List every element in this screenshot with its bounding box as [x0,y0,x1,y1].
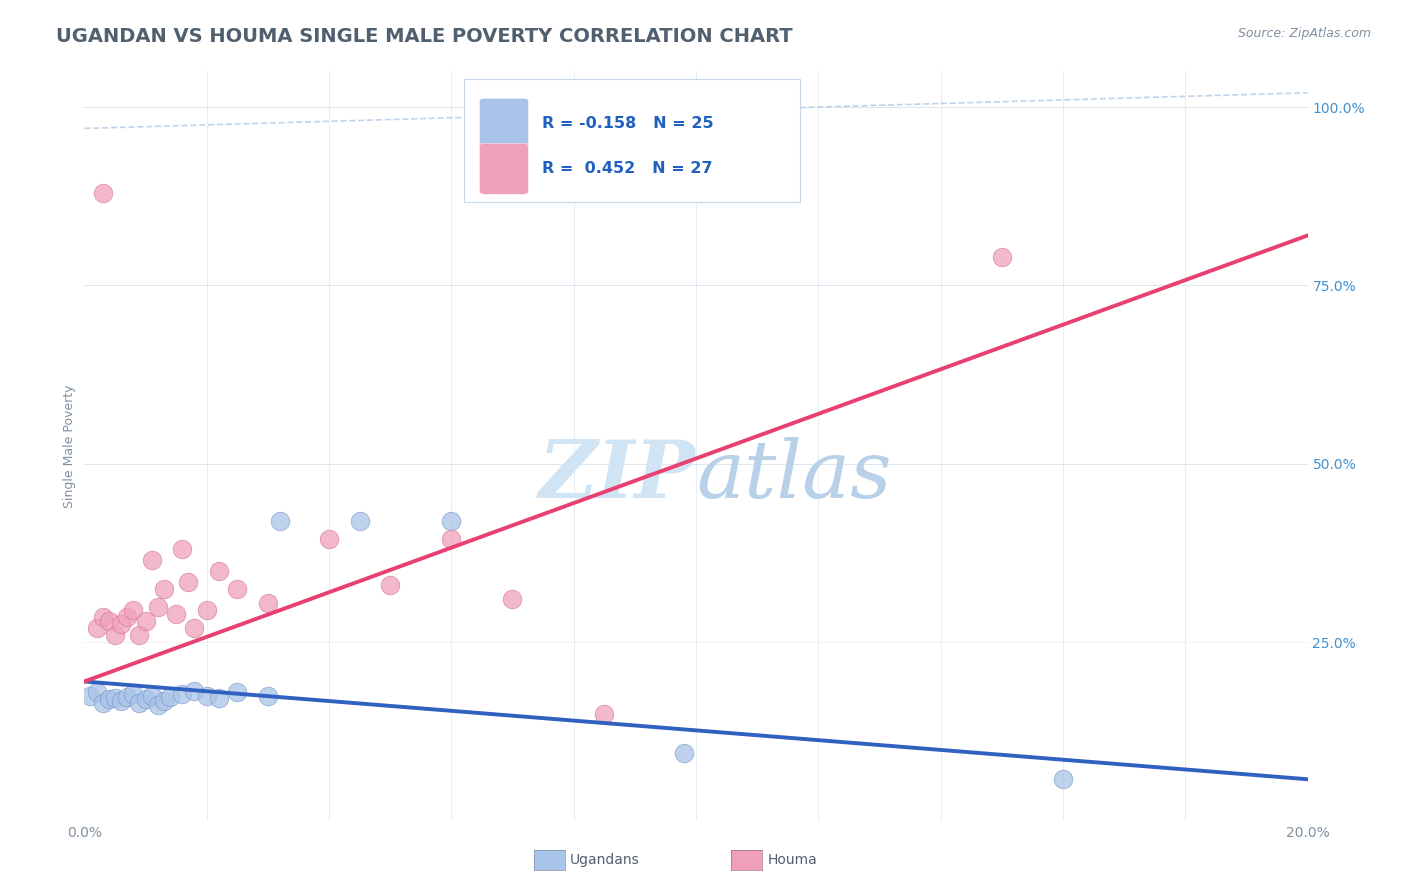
Text: Houma: Houma [768,853,817,867]
Point [257,596,280,610]
Point [128,628,150,642]
Point [226,582,249,596]
Point [195,603,218,617]
Point [380,578,402,592]
Point [183,683,205,698]
Point [86,621,108,635]
Point [159,690,181,705]
Point [135,692,157,706]
Point [183,621,205,635]
Y-axis label: Single Male Poverty: Single Male Poverty [63,384,76,508]
Point [153,582,176,596]
Text: UGANDAN VS HOUMA SINGLE MALE POVERTY CORRELATION CHART: UGANDAN VS HOUMA SINGLE MALE POVERTY COR… [56,27,793,45]
Text: Source: ZipAtlas.com: Source: ZipAtlas.com [1237,27,1371,40]
Point [208,690,231,705]
Point [91,610,114,624]
Point [97,692,120,706]
Point [104,628,127,642]
Point [593,706,616,721]
Point [226,685,249,699]
Point [269,514,291,528]
Point [141,689,163,703]
Point [115,690,138,705]
Point [440,514,463,528]
Point [122,687,145,701]
Point [104,690,127,705]
Point [146,599,169,614]
Point [110,694,132,708]
Point [172,687,194,701]
Point [672,746,695,760]
Point [115,610,138,624]
FancyBboxPatch shape [479,144,529,194]
Point [110,617,132,632]
Point [991,250,1014,264]
FancyBboxPatch shape [464,78,800,202]
Point [1052,772,1074,787]
Point [195,689,218,703]
Text: ZIP: ZIP [538,437,696,515]
Point [141,553,163,567]
Text: atlas: atlas [696,437,891,515]
Text: R =  0.452   N = 27: R = 0.452 N = 27 [541,161,713,177]
Point [349,514,371,528]
Point [122,603,145,617]
Point [440,532,463,546]
Point [79,689,101,703]
Point [91,186,114,200]
Text: Ugandans: Ugandans [569,853,640,867]
Point [208,564,231,578]
Point [91,696,114,710]
Point [146,698,169,712]
Point [153,694,176,708]
Text: R = -0.158   N = 25: R = -0.158 N = 25 [541,116,713,131]
FancyBboxPatch shape [479,98,529,149]
Point [165,607,187,621]
Point [172,542,194,557]
Point [97,614,120,628]
Point [502,592,524,607]
Point [128,696,150,710]
Point [86,685,108,699]
Point [318,532,340,546]
Point [177,574,200,589]
Point [135,614,157,628]
Point [257,689,280,703]
